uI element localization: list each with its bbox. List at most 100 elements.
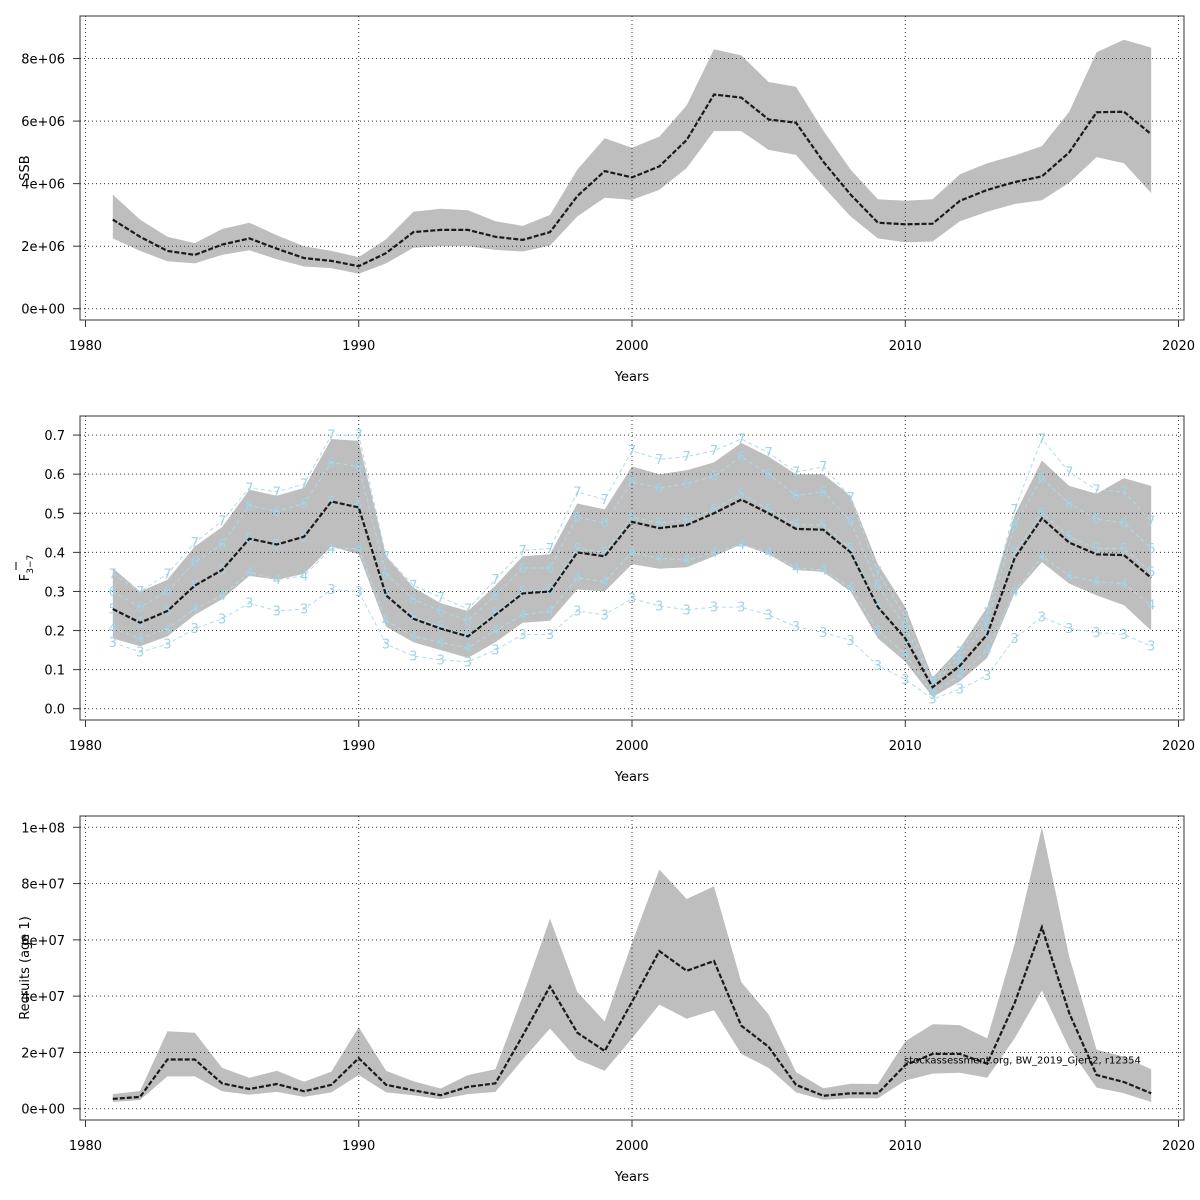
age-7-point-label: 7: [464, 603, 472, 618]
x-axis-label: Years: [614, 770, 650, 785]
age-6-point-label: 6: [245, 499, 253, 514]
estimate-line: [112, 923, 1152, 1100]
age-6-point-label: 6: [846, 515, 854, 530]
age-7-point-label: 7: [355, 429, 363, 444]
age-4-line: [112, 543, 1152, 694]
age-7-point-label: 7: [491, 573, 499, 588]
age-6-point-label: 6: [1065, 497, 1073, 512]
age-7-point-label: 7: [1010, 503, 1018, 518]
age-6-point-label: 6: [409, 593, 417, 608]
x-tick-label: 2020: [1162, 739, 1195, 754]
age-7-point-label: 7: [983, 606, 991, 621]
y-tick-label: 2e+06: [21, 240, 65, 255]
age-3-point-label: 3: [464, 655, 472, 670]
age-6-point-label: 6: [491, 589, 499, 604]
age-4-point-label: 4: [519, 608, 527, 623]
age-7-line: [112, 434, 1152, 683]
age-4-point-label: 4: [819, 563, 827, 578]
x-tick-label: 2010: [889, 739, 922, 754]
ssb-panel: 1980 1990 2000 2010 2020 0e+00 2e+06 4e+06 6e+06…: [18, 15, 1195, 385]
age-4-point-label: 4: [218, 589, 226, 604]
age-3-point-label: 3: [382, 638, 390, 653]
age-6-point-label: 6: [163, 585, 171, 600]
y-tick-label: 0.1: [44, 664, 65, 679]
y-tick-label: 4e+07: [21, 990, 65, 1005]
x-axis-label: Years: [614, 370, 650, 385]
age-6-point-label: 6: [901, 620, 909, 635]
age-7-point-label: 7: [1065, 466, 1073, 481]
y-tick-label: 0e+00: [21, 303, 65, 318]
age-3-point-label: 3: [846, 634, 854, 649]
age-7-point-label: 7: [327, 429, 335, 444]
age-6-point-label: 6: [1092, 513, 1100, 528]
age-6-point-label: 6: [956, 651, 964, 666]
age-6-point-label: 6: [437, 605, 445, 620]
age-4-point-label: 4: [1147, 599, 1155, 614]
x-tick-label: 2020: [1162, 339, 1195, 354]
y-tick-label: 0.0: [44, 703, 65, 718]
age-3-point-label: 3: [355, 585, 363, 600]
age-4-point-label: 4: [846, 581, 854, 596]
x-tick-label: 2020: [1162, 1139, 1195, 1154]
age-7-point-label: 7: [136, 585, 144, 600]
age-7-point-label: 7: [1092, 483, 1100, 498]
age-4-point-label: 4: [628, 546, 636, 561]
age-3-point-label: 3: [601, 608, 609, 623]
age-6-line: [112, 455, 1152, 685]
age-4-point-label: 4: [683, 554, 691, 569]
age-5-point-label: 5: [710, 503, 718, 518]
age-3-point-label: 3: [983, 669, 991, 684]
age-4-point-label: 4: [136, 632, 144, 647]
age-3-point-label: 3: [710, 601, 718, 616]
y-tick-label: 8e+07: [21, 878, 65, 893]
age-4-point-label: 4: [901, 648, 909, 663]
x-tick-label: 2010: [889, 339, 922, 354]
age-7-point-label: 7: [819, 460, 827, 475]
age-5-point-label: 5: [683, 513, 691, 528]
source-annotation: stockassessment.org, BW_2019_Gjert2, r12…: [904, 1055, 1141, 1066]
confidence-band: [112, 439, 1152, 697]
age-7-point-label: 7: [163, 567, 171, 582]
age-6-point-label: 6: [300, 497, 308, 512]
age-7-point-label: 7: [409, 579, 417, 594]
age-6-point-label: 6: [546, 562, 554, 577]
age-6-point-label: 6: [136, 601, 144, 616]
age-3-point-label: 3: [109, 636, 117, 651]
age-3-point-label: 3: [764, 608, 772, 623]
age-3-point-label: 3: [1038, 610, 1046, 625]
age-3-point-label: 3: [1092, 626, 1100, 641]
age-4-point-label: 4: [792, 562, 800, 577]
age-3-point-label: 3: [792, 620, 800, 635]
age-4-point-label: 4: [1038, 550, 1046, 565]
age-4-point-label: 4: [764, 546, 772, 561]
age-5-point-label: 5: [846, 542, 854, 557]
age-6-point-label: 6: [218, 538, 226, 553]
age-6-point-label: 6: [191, 556, 199, 571]
age-3-point-label: 3: [573, 605, 581, 620]
age-4-point-label: 4: [1010, 585, 1018, 600]
age-7-point-label: 7: [628, 444, 636, 459]
age-3-point-label: 3: [819, 626, 827, 641]
age-4-point-label: 4: [355, 542, 363, 557]
age-6-point-label: 6: [655, 481, 663, 496]
age-4-point-label: 4: [983, 644, 991, 659]
y-axis-label: SSB: [18, 155, 33, 180]
age-6-point-label: 6: [683, 477, 691, 492]
age-6-point-label: 6: [874, 579, 882, 594]
age-7-point-label: 7: [109, 567, 117, 582]
age-5-point-label: 5: [1147, 565, 1155, 580]
age-3-point-label: 3: [245, 597, 253, 612]
age-5-point-label: 5: [355, 499, 363, 514]
age-3-point-label: 3: [874, 659, 882, 674]
age-5-point-label: 5: [792, 518, 800, 533]
age-4-point-label: 4: [1092, 575, 1100, 590]
y-tick-label: 2e+07: [21, 1046, 65, 1061]
x-tick-label: 2000: [615, 339, 648, 354]
age-3-point-label: 3: [1147, 640, 1155, 655]
age-6-point-label: 6: [792, 489, 800, 504]
age-7-point-label: 7: [382, 550, 390, 565]
age-6-point-label: 6: [327, 456, 335, 471]
y-tick-label: 0.2: [44, 625, 65, 640]
age-4-point-label: 4: [710, 546, 718, 561]
age-4-point-label: 4: [655, 552, 663, 567]
